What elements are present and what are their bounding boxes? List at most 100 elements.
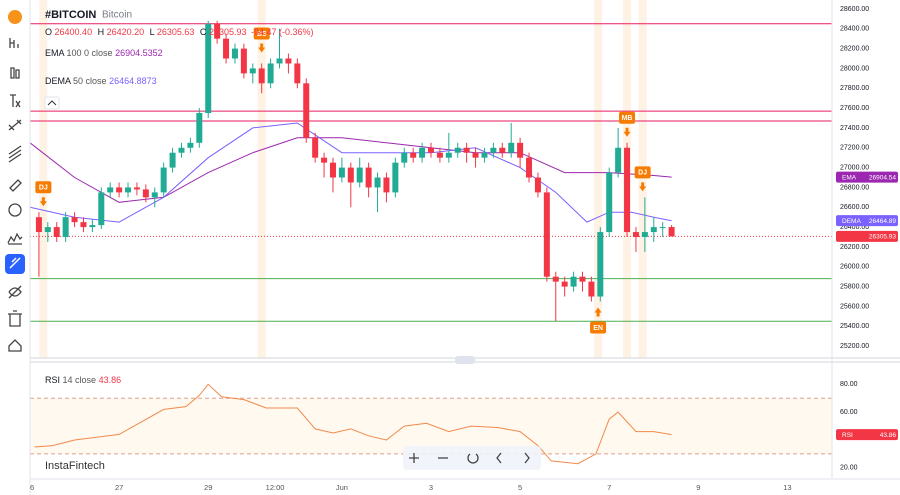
- y-tick-label: 26000.00: [840, 264, 869, 271]
- candle-body: [606, 172, 613, 233]
- candle-body: [570, 276, 577, 287]
- event-label: MB: [622, 115, 633, 122]
- price-badge-value: 26305.93: [869, 234, 896, 241]
- ohlc-value: 26420.20: [107, 27, 145, 37]
- ohlc-key: C: [200, 27, 207, 37]
- candle-body: [205, 23, 212, 114]
- event-badge: [253, 27, 270, 40]
- y-tick-label: 28200.00: [840, 45, 869, 52]
- zoom-in[interactable]: [409, 453, 419, 463]
- x-tick-label: Jun: [336, 483, 348, 492]
- candle-body: [125, 187, 132, 193]
- candle-body: [499, 147, 506, 153]
- tool-icon[interactable]: [10, 67, 20, 79]
- x-tick-label: 7: [607, 483, 611, 492]
- ohlc-value: 26400.40: [55, 27, 93, 37]
- axis-badge-name: EMA: [842, 174, 857, 181]
- candle-body: [472, 152, 479, 158]
- candle-body: [187, 142, 194, 148]
- tool-icon: [9, 257, 21, 269]
- symbol-icon[interactable]: [8, 10, 22, 24]
- candle-body: [454, 147, 461, 153]
- axis-badge-name: DEMA: [842, 218, 861, 225]
- indicator-params: 50 close: [73, 76, 107, 86]
- candle-body: [285, 58, 292, 64]
- candle-body: [35, 217, 42, 233]
- event-band: [594, 0, 603, 358]
- candle-body: [392, 162, 399, 193]
- candle-body: [632, 232, 639, 238]
- scroll-left[interactable]: [496, 452, 502, 464]
- indicator-value: 43.86: [99, 375, 122, 385]
- tool-icon[interactable]: [8, 203, 22, 217]
- candle-body: [552, 276, 559, 282]
- y-tick-label: 25800.00: [840, 283, 869, 290]
- candle-body: [44, 227, 51, 233]
- candle-body: [615, 147, 622, 173]
- candle-body: [240, 48, 247, 74]
- candle-body: [196, 113, 203, 143]
- candle-body: [276, 58, 283, 64]
- candle-body: [534, 177, 541, 193]
- event-label: BS: [257, 31, 267, 38]
- candle-body: [249, 68, 256, 74]
- tool-icon[interactable]: [8, 310, 22, 327]
- rsi-legend: RSI 14 close 43.86: [45, 375, 121, 385]
- candle-body: [428, 147, 434, 153]
- y-tick-label: 27400.00: [840, 125, 869, 132]
- rsi-line: [34, 383, 672, 465]
- y-tick-label: 27200.00: [840, 145, 869, 152]
- event-badge: [619, 111, 636, 124]
- scroll-right[interactable]: [524, 452, 530, 464]
- pane-handle[interactable]: [455, 356, 475, 364]
- x-tick-label: 29: [204, 483, 212, 492]
- candle-body: [445, 152, 452, 158]
- event-badge: [590, 321, 607, 334]
- candle-body: [107, 187, 114, 193]
- candle-body: [71, 217, 78, 223]
- candle-body: [517, 142, 524, 158]
- candle-body: [329, 162, 336, 178]
- candle-body: [142, 189, 149, 198]
- tool-icon[interactable]: [8, 119, 22, 131]
- tool-icon[interactable]: [7, 232, 23, 245]
- candle-body: [89, 225, 96, 228]
- tool-icon[interactable]: [8, 339, 22, 352]
- indicator-value: 26464.8873: [109, 76, 157, 86]
- event-band: [39, 0, 48, 358]
- tool-icon[interactable]: [10, 94, 21, 108]
- candle-body: [641, 232, 648, 238]
- x-tick-label: 13: [783, 483, 791, 492]
- candle-body: [410, 152, 417, 158]
- candle-body: [597, 232, 604, 297]
- ohlc-key: H: [98, 27, 105, 37]
- ohlc-key: L: [150, 27, 155, 37]
- plot-layer: 25200.00 25400.00 25600.00 25800.00 26000.00…: [26, 0, 898, 492]
- candle-body: [490, 147, 497, 153]
- event-label: EN: [593, 325, 603, 332]
- candle-body: [419, 147, 426, 158]
- x-tick-label: 12:00: [266, 483, 285, 492]
- candle-body: [312, 137, 319, 158]
- reset[interactable]: [467, 453, 479, 464]
- tool-icon[interactable]: [9, 38, 19, 48]
- tool-icon[interactable]: [8, 145, 22, 163]
- candle-body: [169, 152, 176, 168]
- indicator-params: 14 close: [63, 375, 97, 385]
- indicator-params: 100 0 close: [67, 48, 113, 58]
- y-tick-label: 27600.00: [840, 105, 869, 112]
- tool-icon[interactable]: [9, 179, 22, 192]
- event-label: DJ: [39, 185, 48, 192]
- y-tick-label: 25400.00: [840, 323, 869, 330]
- event-arrow: [623, 127, 631, 137]
- collapse-button[interactable]: [44, 96, 60, 110]
- axis-badge-value: 26904.54: [869, 174, 896, 181]
- tool-icon[interactable]: [8, 285, 22, 299]
- candle-body: [133, 187, 140, 190]
- candle-body: [231, 48, 238, 59]
- x-tick-label: 27: [115, 483, 123, 492]
- event-arrow: [258, 43, 266, 53]
- y-tick-label: 20.00: [840, 465, 858, 472]
